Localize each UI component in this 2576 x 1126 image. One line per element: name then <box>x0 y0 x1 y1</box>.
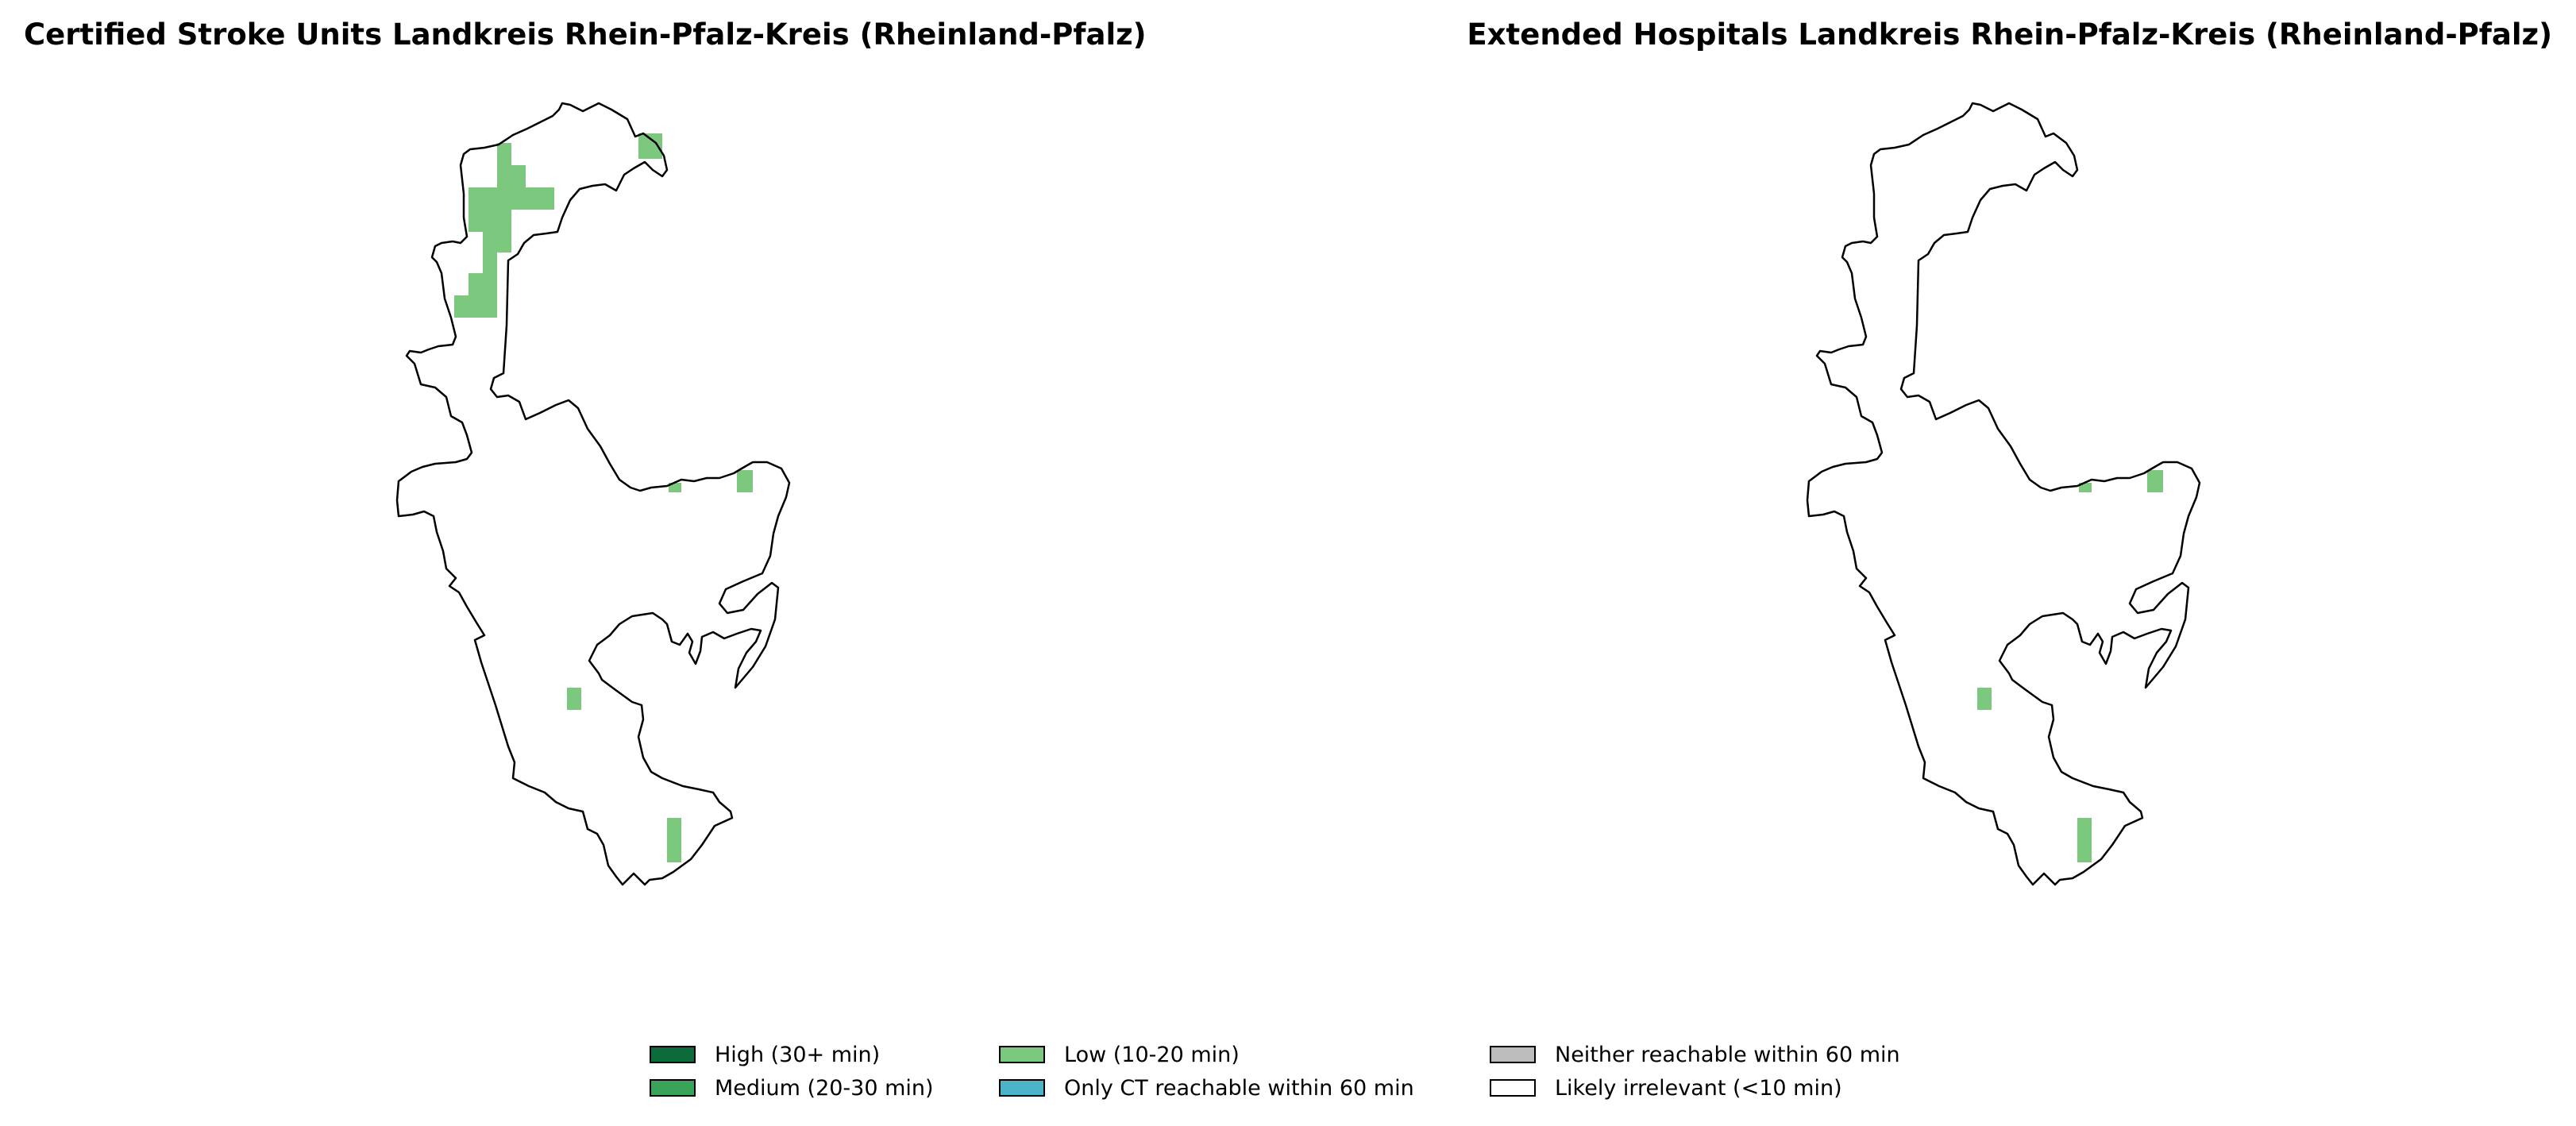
legend-label-medium: Medium (20-30 min) <box>715 1075 934 1101</box>
legend-item-ct-only: Only CT reachable within 60 min <box>999 1074 1414 1102</box>
left-district-map <box>395 102 791 886</box>
right-district-outline <box>1806 102 2201 886</box>
legend-swatch-neither <box>1490 1046 1536 1063</box>
left-low-reach-cells <box>454 133 753 862</box>
legend-swatch-medium <box>650 1079 696 1097</box>
legend-item-medium: Medium (20-30 min) <box>650 1074 934 1102</box>
legend-item-low: Low (10-20 min) <box>999 1040 1240 1069</box>
legend-swatch-high <box>650 1046 696 1063</box>
right-low-reach-cells <box>1977 470 2163 862</box>
legend-swatch-low <box>999 1046 1045 1063</box>
legend: High (30+ min) Medium (20-30 min) Low (1… <box>650 1040 1952 1120</box>
legend-item-irrelevant: Likely irrelevant (<10 min) <box>1490 1074 1842 1102</box>
legend-label-high: High (30+ min) <box>715 1042 881 1067</box>
left-district-outline <box>395 102 791 886</box>
legend-item-neither: Neither reachable within 60 min <box>1490 1040 1900 1069</box>
legend-swatch-irrelevant <box>1490 1079 1536 1097</box>
legend-label-irrelevant: Likely irrelevant (<10 min) <box>1555 1075 1842 1101</box>
left-map-title: Certified Stroke Units Landkreis Rhein-P… <box>24 17 1147 52</box>
legend-label-neither: Neither reachable within 60 min <box>1555 1042 1900 1067</box>
legend-swatch-ct-only <box>999 1079 1045 1097</box>
right-map-title: Extended Hospitals Landkreis Rhein-Pfalz… <box>1467 17 2552 52</box>
legend-label-low: Low (10-20 min) <box>1064 1042 1240 1067</box>
legend-item-high: High (30+ min) <box>650 1040 880 1069</box>
legend-label-ct-only: Only CT reachable within 60 min <box>1064 1075 1414 1101</box>
right-district-map <box>1806 102 2201 886</box>
